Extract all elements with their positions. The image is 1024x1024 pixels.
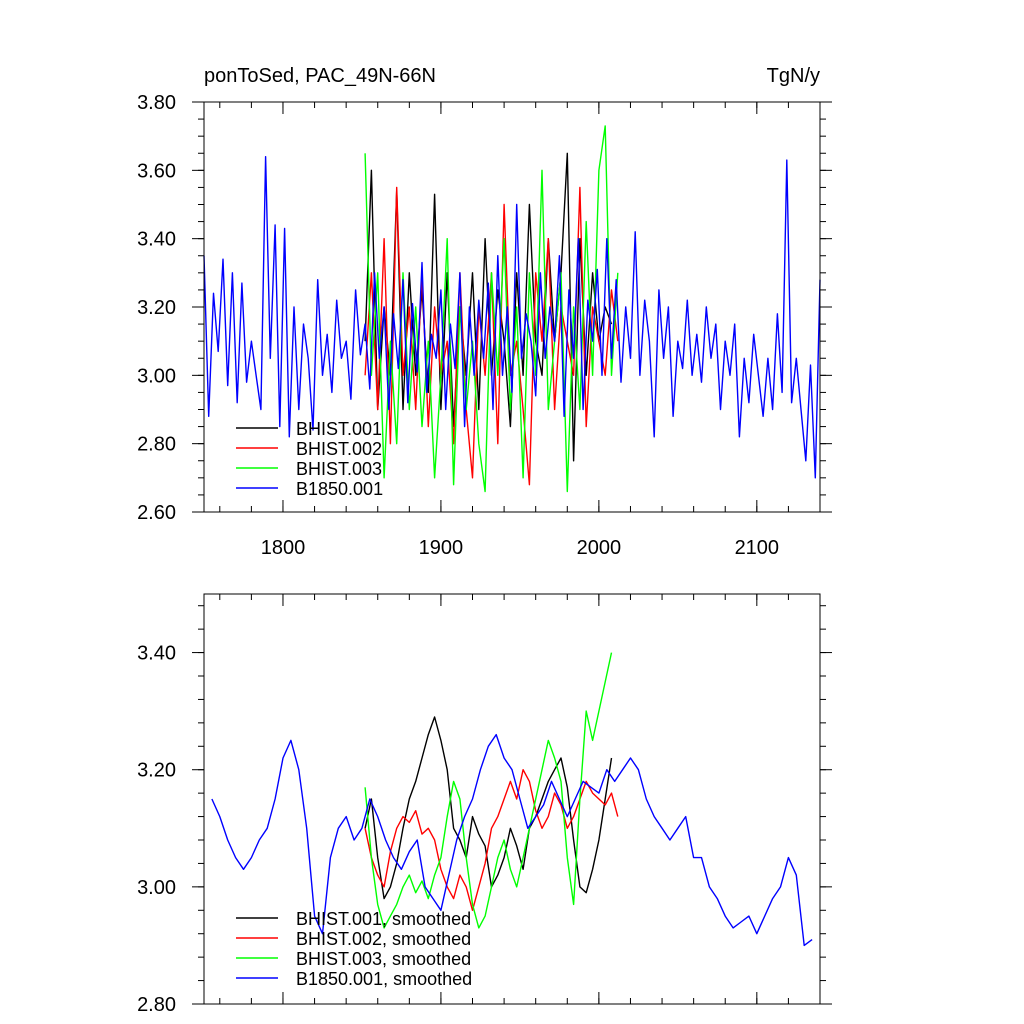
legend-label: BHIST.002, smoothed [296, 929, 471, 949]
legend-label: BHIST.001 [296, 419, 382, 439]
series-line-bhist-002 [364, 186, 619, 486]
bottom-panel: 2.803.003.203.40 BHIST.001, smoothedBHIS… [137, 593, 832, 1016]
top-panel: ponToSed, PAC_49N-66N TgN/y 2.60 2.80 3.00… [137, 65, 832, 559]
series-line-bhist-003 [364, 125, 619, 493]
legend-label: B1850.001 [296, 479, 383, 499]
legend-label: BHIST.001, smoothed [296, 909, 471, 929]
top-units: TgN/y [767, 65, 820, 87]
series-line-bhist-002 [364, 769, 619, 911]
y-tick-label: 3.20 [137, 760, 176, 782]
y-tick-label: 2.80 [137, 434, 176, 456]
series-line-bhist-001 [364, 716, 613, 900]
x-tick-label: 1800 [261, 537, 306, 559]
bottom-axes: 2.80 3.00 3.20 3.40 [137, 594, 832, 1016]
y-tick-label: 3.00 [137, 877, 176, 899]
legend-label: BHIST.003 [296, 459, 382, 479]
series-line-b1850-001 [211, 733, 813, 947]
x-tick-label: 2100 [735, 537, 780, 559]
legend-label: BHIST.003, smoothed [296, 949, 471, 969]
x-tick-label: 1900 [419, 537, 464, 559]
top-axes: 2.60 2.80 3.00 3.20 3.40 3.60 3.80 1800 1900 2000… [137, 92, 832, 559]
legend-label: B1850.001, smoothed [296, 969, 472, 989]
bottom-series-group [211, 652, 813, 947]
legend-label: BHIST.002 [296, 439, 382, 459]
series-line-b1850-001 [203, 155, 821, 479]
y-tick-label: 3.20 [137, 297, 176, 319]
top-series-group [203, 125, 821, 493]
top-title: ponToSed, PAC_49N-66N [204, 65, 436, 87]
y-tick-label: 3.00 [137, 365, 176, 387]
series-line-bhist-003 [364, 652, 613, 929]
x-tick-label: 2000 [577, 537, 622, 559]
y-tick-label: 3.60 [137, 160, 176, 182]
bottom-plot-frame [203, 593, 821, 1005]
y-tick-label: 2.80 [137, 994, 176, 1016]
y-tick-label: 3.40 [137, 643, 176, 665]
y-tick-label: 2.60 [137, 502, 176, 524]
y-tick-label: 3.40 [137, 229, 176, 251]
y-tick-label: 3.80 [137, 92, 176, 114]
top-plot-frame [203, 101, 821, 513]
